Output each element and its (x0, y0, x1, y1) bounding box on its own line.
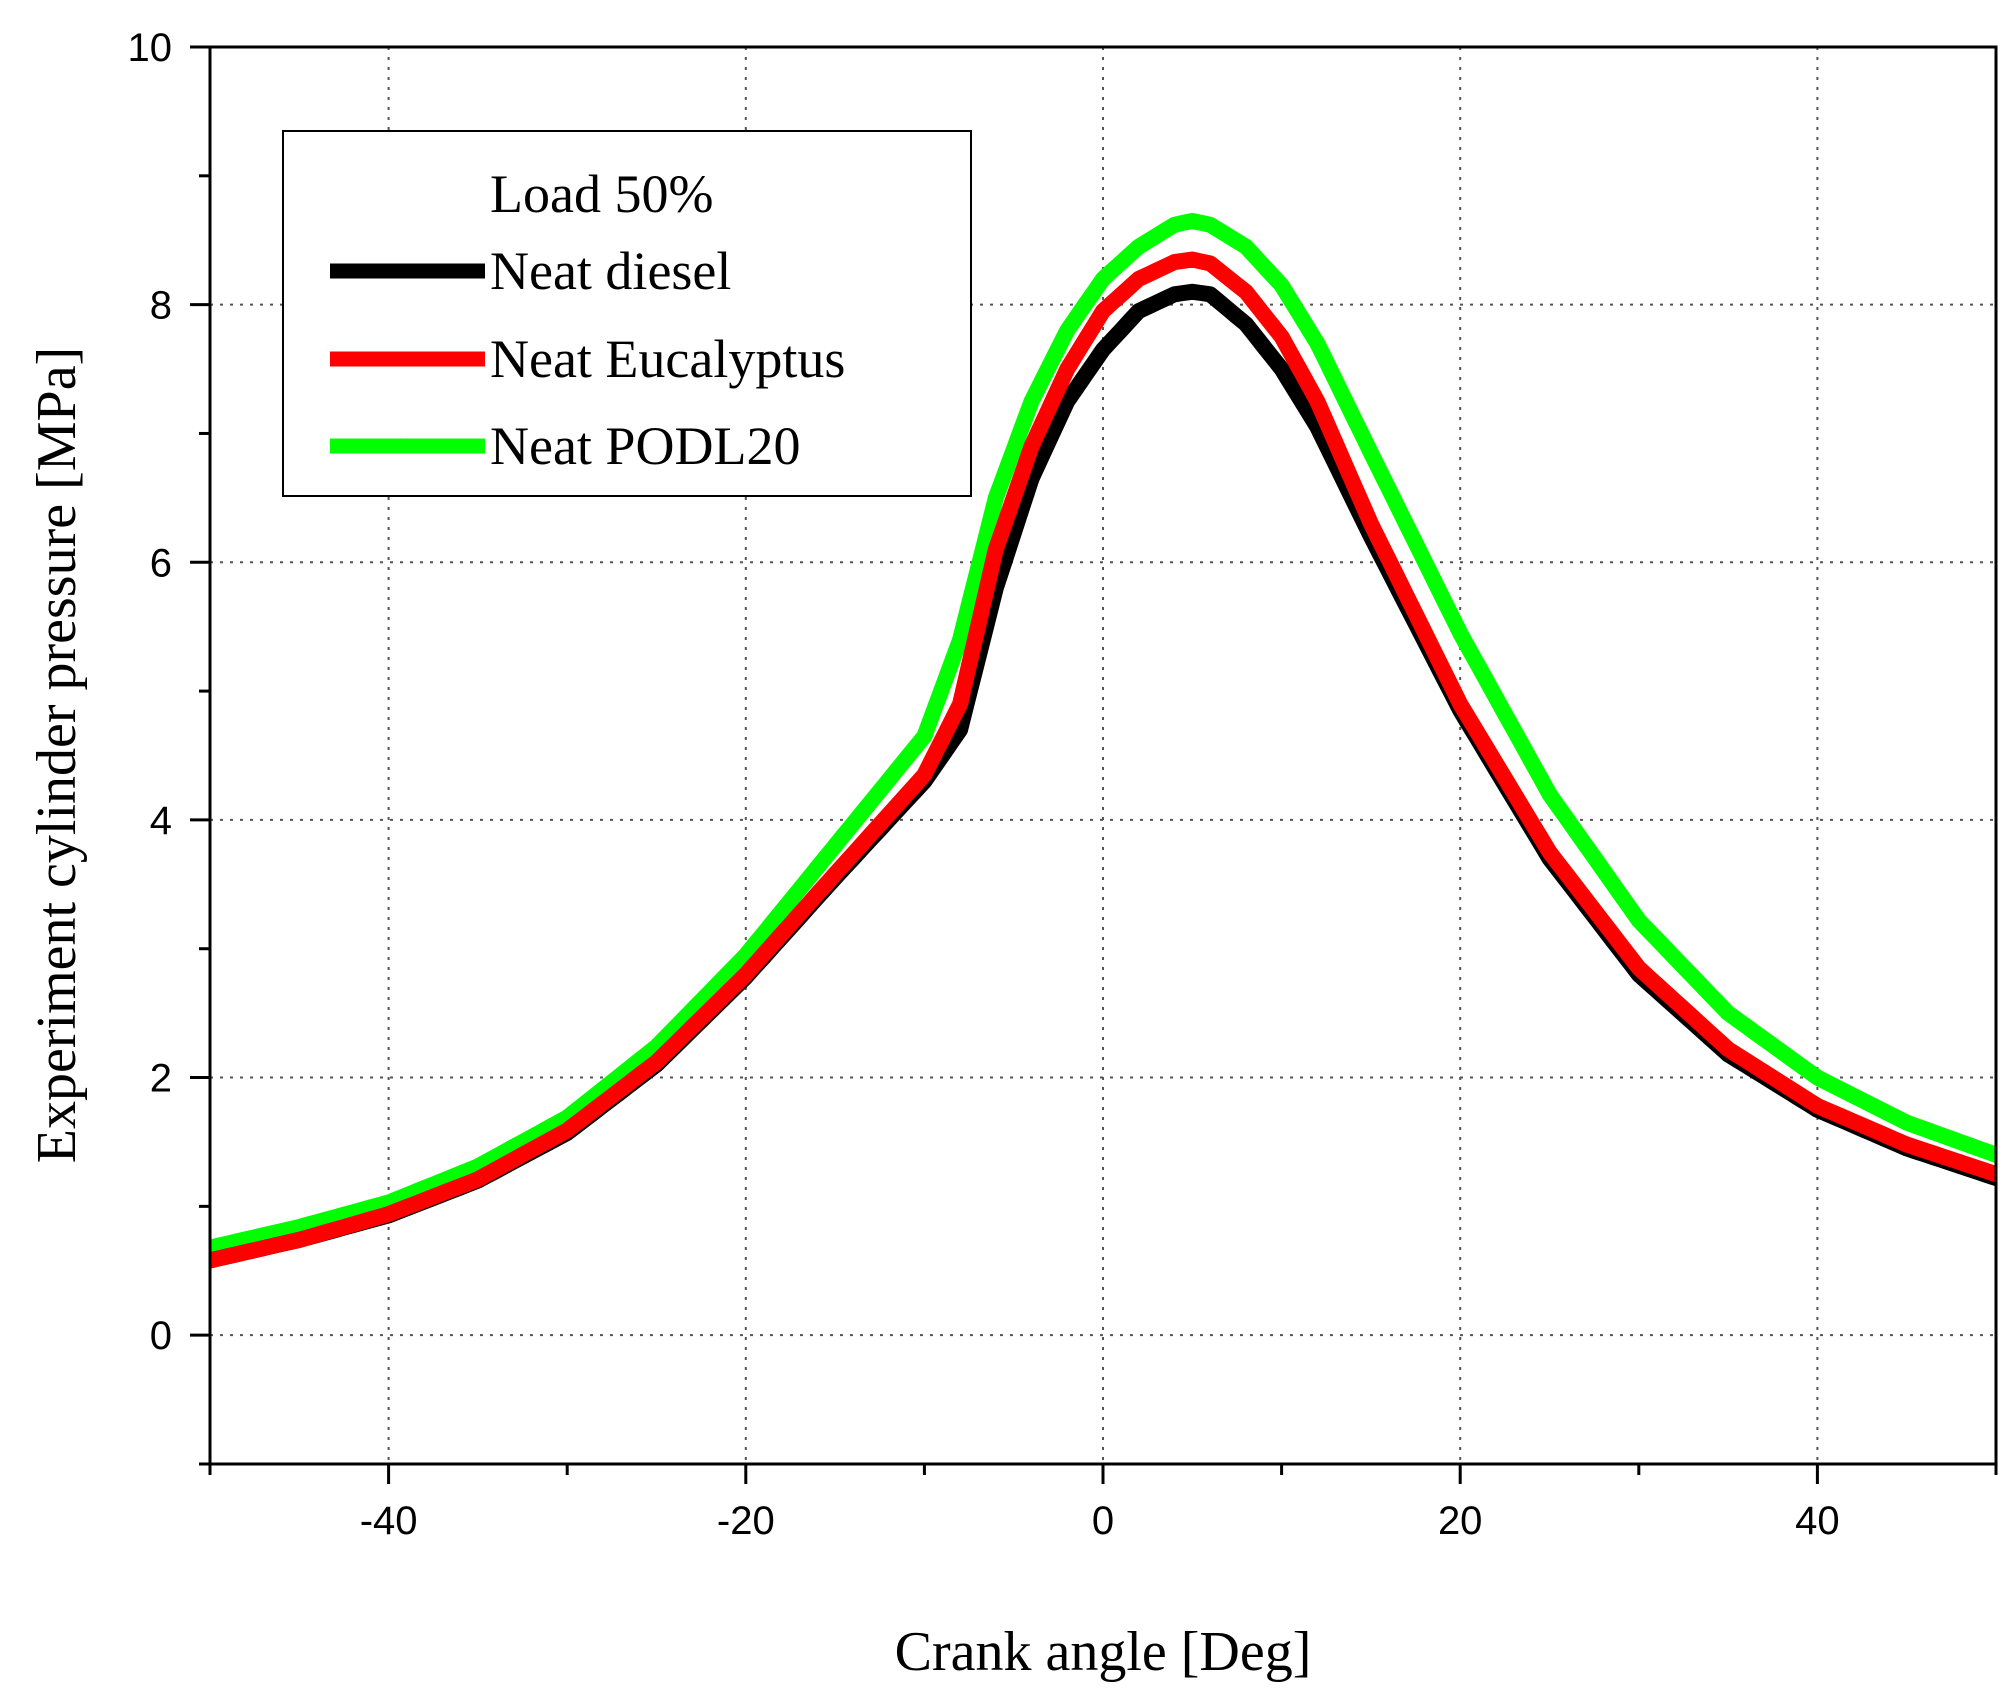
data-point-neat-podl20 (470, 1158, 485, 1172)
data-point-neat-eucalyptus (829, 868, 842, 881)
data-point-neat-eucalyptus (293, 1233, 306, 1246)
data-point-neat-podl20 (1024, 393, 1039, 407)
data-point-neat-eucalyptus (1454, 697, 1467, 710)
data-point-neat-diesel (1098, 344, 1108, 355)
legend-marker-neat-podl20 (400, 438, 414, 451)
data-point-neat-podl20 (1899, 1114, 1914, 1128)
data-point-neat-podl20 (1131, 238, 1146, 252)
data-point-neat-diesel (1133, 306, 1144, 317)
data-point-neat-podl20 (1203, 216, 1218, 230)
data-point-neat-diesel (1062, 396, 1073, 407)
legend-label-neat-eucalyptus: Neat Eucalyptus (490, 329, 845, 389)
x-axis-title: Crank angle [Deg] (895, 1621, 1312, 1683)
data-point-neat-eucalyptus (382, 1208, 395, 1221)
data-point-neat-eucalyptus (1025, 440, 1038, 453)
y-tick-label: 2 (150, 1057, 172, 1101)
data-point-neat-podl20 (292, 1218, 307, 1232)
legend-marker-neat-eucalyptus (401, 353, 413, 365)
data-point-neat-eucalyptus (1811, 1099, 1824, 1112)
data-point-neat-podl20 (1453, 625, 1468, 639)
x-tick-label: 20 (1438, 1499, 1483, 1543)
data-point-neat-eucalyptus (471, 1173, 484, 1186)
series-neat-eucalyptus (210, 251, 1996, 1269)
data-point-neat-podl20 (1631, 912, 1646, 926)
data-point-neat-eucalyptus (1204, 257, 1217, 270)
data-point-neat-eucalyptus (989, 543, 1002, 556)
data-point-neat-podl20 (1167, 216, 1182, 230)
y-tick-label: 0 (150, 1314, 172, 1358)
legend-entries: Neat diesel Neat Eucalyptus Neat PODL20 (330, 241, 845, 476)
y-tick-label: 8 (150, 284, 172, 328)
data-point-neat-eucalyptus (1186, 253, 1199, 266)
axis-ticks: -40 -20 0 20 40 0 2 4 6 8 10 (128, 26, 1998, 1543)
data-point-neat-podl20 (738, 947, 753, 961)
data-point-neat-diesel (1240, 318, 1251, 329)
data-point-neat-podl20 (1060, 322, 1075, 336)
data-point-neat-eucalyptus (561, 1124, 574, 1137)
data-point-neat-eucalyptus (1543, 846, 1556, 859)
data-point-neat-diesel (1312, 422, 1323, 433)
y-tick-label: 10 (128, 26, 173, 70)
data-point-neat-diesel (1205, 289, 1216, 300)
series-layer (210, 212, 1996, 1269)
y-tick-label: 4 (150, 799, 172, 843)
legend-box (282, 130, 972, 497)
data-point-neat-podl20 (1185, 212, 1200, 226)
data-point-neat-eucalyptus (1900, 1138, 1913, 1151)
data-point-neat-eucalyptus (1722, 1043, 1735, 1056)
x-tick-label: -20 (717, 1499, 775, 1543)
data-point-neat-eucalyptus (650, 1056, 663, 1069)
data-point-neat-podl20 (1238, 238, 1253, 252)
data-point-neat-diesel (1026, 473, 1037, 484)
data-point-neat-eucalyptus (739, 968, 752, 981)
data-point-neat-eucalyptus (1275, 330, 1288, 343)
data-point-neat-diesel (955, 724, 966, 735)
x-tick-label: 40 (1795, 1499, 1840, 1543)
legend-marker-neat-diesel (402, 266, 412, 276)
data-point-neat-diesel (1187, 286, 1198, 297)
data-point-neat-podl20 (1810, 1069, 1825, 1083)
data-point-neat-podl20 (1310, 335, 1325, 349)
data-point-neat-podl20 (1721, 1005, 1736, 1019)
y-tick-label: 6 (150, 541, 172, 585)
data-point-neat-eucalyptus (1239, 285, 1252, 298)
legend-label-neat-diesel: Neat diesel (490, 241, 731, 301)
data-point-neat-eucalyptus (1311, 395, 1324, 408)
legend-title: Load 50% (490, 164, 713, 224)
data-point-neat-podl20 (1274, 277, 1289, 291)
data-point-neat-eucalyptus (1132, 272, 1145, 285)
data-point-neat-eucalyptus (954, 697, 967, 710)
data-point-neat-diesel (1169, 289, 1180, 300)
x-tick-label: 0 (1092, 1499, 1114, 1543)
data-point-neat-eucalyptus (1168, 256, 1181, 269)
data-point-neat-podl20 (1363, 444, 1378, 458)
data-point-neat-diesel (1276, 364, 1287, 375)
data-point-neat-podl20 (1096, 270, 1110, 284)
data-point-neat-eucalyptus (1061, 363, 1074, 376)
data-point-neat-podl20 (1542, 786, 1557, 800)
y-axis-title: Experiment cylinder pressure [MPa] (26, 347, 88, 1163)
data-point-neat-eucalyptus (918, 768, 931, 781)
data-point-neat-eucalyptus (1632, 962, 1645, 975)
legend-label-neat-podl20: Neat PODL20 (490, 416, 800, 476)
x-tick-label: -40 (360, 1499, 418, 1543)
data-point-neat-diesel (990, 583, 1001, 594)
data-point-neat-podl20 (988, 489, 1003, 503)
data-point-neat-podl20 (917, 728, 932, 742)
data-point-neat-podl20 (953, 631, 968, 645)
data-point-neat-eucalyptus (1097, 305, 1109, 318)
data-point-neat-podl20 (828, 837, 843, 851)
data-point-neat-podl20 (1989, 1146, 1996, 1160)
data-point-neat-eucalyptus (1364, 517, 1377, 530)
data-point-neat-podl20 (210, 1239, 217, 1253)
